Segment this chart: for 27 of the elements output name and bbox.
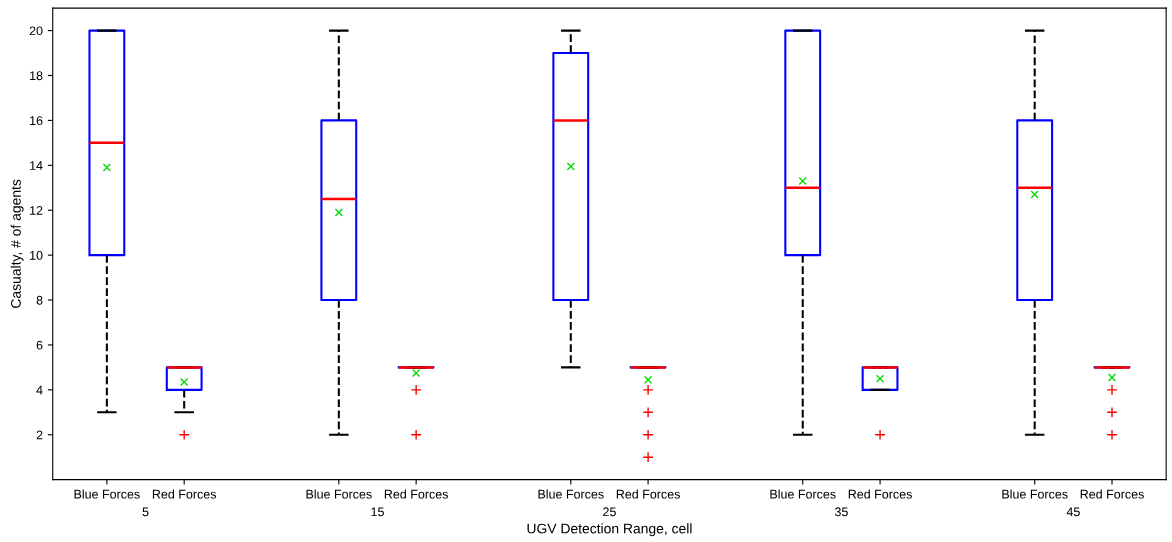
y-tick-label: 16: [30, 116, 43, 126]
y-tick-label: 10: [30, 250, 43, 260]
x-axis-title: UGV Detection Range, cell: [527, 523, 692, 537]
y-tick-label: 18: [30, 71, 43, 81]
x-tick-label: Red Forces: [616, 489, 680, 499]
x-tick-label: Red Forces: [384, 489, 448, 499]
text: 5: [142, 507, 149, 517]
x-tick-label: Blue Forces: [74, 489, 140, 499]
text: 45: [1066, 507, 1080, 517]
y-axis-title: Casualty, # of agents: [10, 179, 24, 308]
x-tick-label: Blue Forces: [770, 489, 836, 499]
y-tick-label: 6: [36, 340, 43, 350]
y-tick-label: 12: [30, 206, 43, 215]
y-tick-label: 14: [30, 161, 43, 170]
x-tick-label: Red Forces: [1080, 489, 1144, 499]
x-tick-label: Blue Forces: [306, 489, 372, 499]
x-tick-label: Red Forces: [848, 489, 912, 499]
text: 15: [371, 507, 384, 517]
y-tick-label: 2: [36, 430, 43, 440]
text: 35: [834, 507, 848, 517]
y-tick-label: 8: [36, 295, 43, 305]
x-tick-label: Blue Forces: [538, 489, 604, 499]
x-tick-label: Blue Forces: [1002, 489, 1068, 499]
y-tick-label: 4: [36, 385, 43, 395]
y-tick-label: 20: [29, 26, 43, 36]
x-tick-label: Red Forces: [152, 489, 217, 499]
text: 25: [603, 507, 616, 517]
